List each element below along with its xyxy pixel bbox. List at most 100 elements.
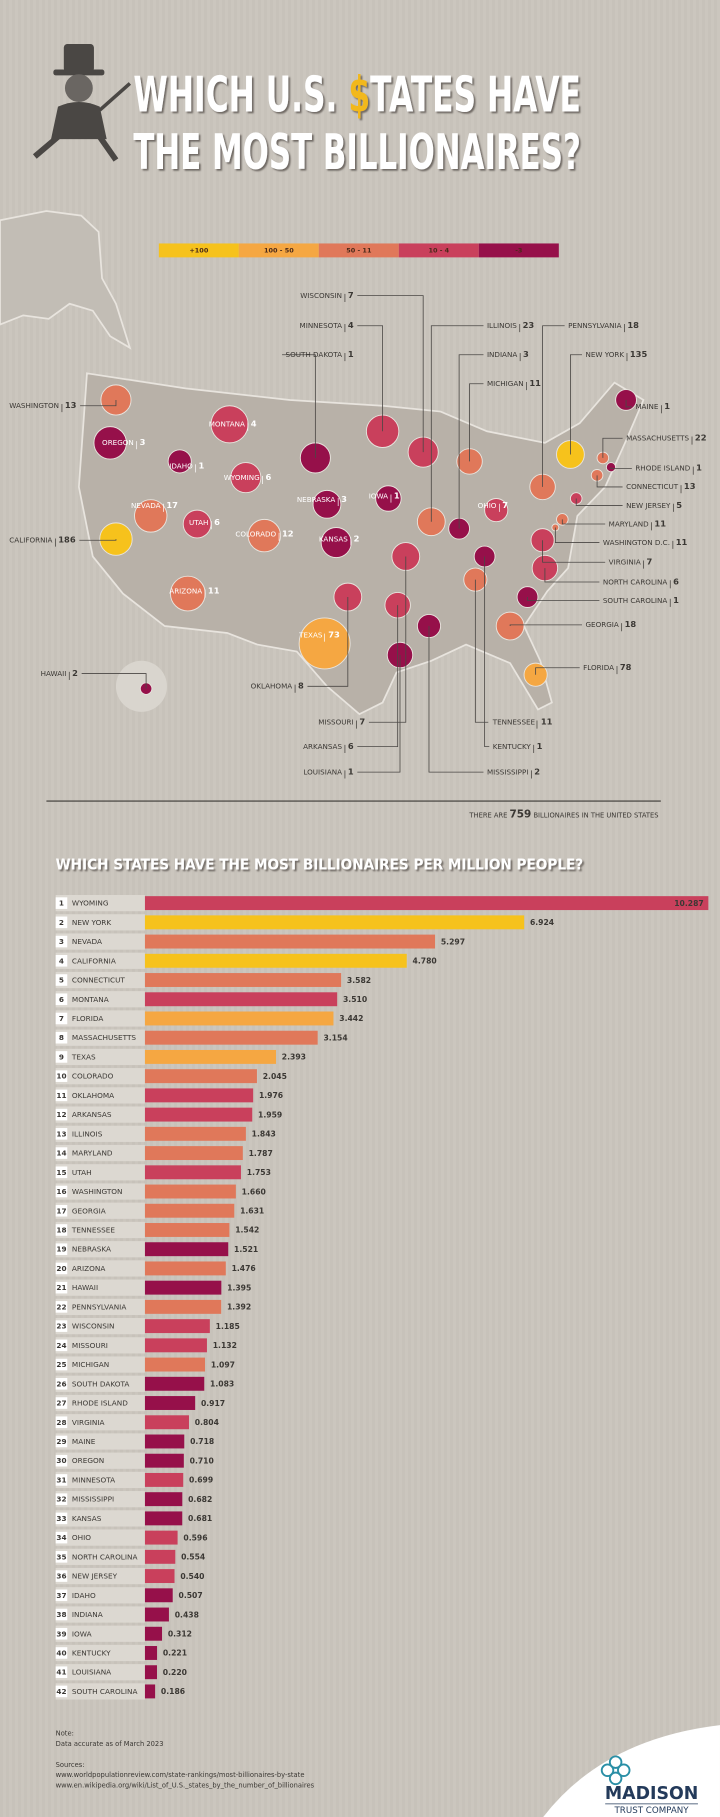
state-shape	[484, 498, 509, 523]
map-label: GEORGIA 18	[585, 619, 636, 629]
value-label: 1.392	[227, 1303, 251, 1312]
bar	[144, 1184, 236, 1199]
rank: 12	[56, 1110, 66, 1119]
rank-box	[55, 1608, 68, 1621]
map-label: MAINE 1	[635, 401, 670, 411]
map-label-count: 11	[208, 586, 220, 596]
legend-swatch	[158, 243, 239, 258]
label-strip	[55, 1433, 145, 1450]
map-label: OHIO 7	[478, 500, 509, 510]
state-shape	[93, 426, 127, 460]
map-label-state: MARYLAND	[609, 519, 649, 528]
label-strip	[55, 1087, 145, 1104]
map-label-count: 1	[673, 595, 679, 605]
leader-line	[368, 556, 407, 723]
leader-line	[535, 667, 580, 675]
label-strip	[55, 914, 145, 931]
map-label-count: 1	[664, 401, 670, 411]
bar	[144, 1242, 229, 1257]
value-label: 1.521	[234, 1245, 258, 1254]
rank-box	[55, 1416, 68, 1429]
rank-box	[55, 1051, 68, 1063]
category-label: IDAHO	[72, 1591, 96, 1600]
rank-box	[55, 1435, 68, 1448]
rank-box	[55, 1551, 68, 1563]
leader-line	[542, 325, 565, 487]
value-label: 1.843	[252, 1130, 276, 1139]
bar	[144, 1338, 207, 1353]
rank: 20	[56, 1264, 66, 1273]
bar	[144, 1472, 184, 1487]
map-label-state: IOWA	[369, 492, 388, 501]
rank-box	[55, 1166, 68, 1179]
rank: 27	[56, 1399, 66, 1408]
leader-line	[307, 597, 349, 687]
map-label-count: 11	[654, 518, 666, 528]
rank-box	[55, 1012, 68, 1025]
category-label: ARKANSAS	[72, 1110, 112, 1119]
logo-icon	[600, 1755, 631, 1786]
bar	[144, 1030, 318, 1045]
category-label: MICHIGAN	[72, 1360, 109, 1369]
map-label: WASHINGTON 13	[9, 400, 76, 410]
category-label: NEVADA	[72, 937, 102, 946]
rank: 21	[56, 1283, 66, 1292]
leader-line	[357, 325, 384, 432]
value-label: 6.924	[530, 918, 554, 927]
leader-line	[80, 399, 117, 407]
bar	[144, 1453, 184, 1468]
value-label: 1.542	[235, 1226, 259, 1235]
leader-line	[357, 655, 401, 773]
category-label: ILLINOIS	[72, 1129, 103, 1138]
leader-line	[357, 295, 424, 453]
value-label: 1.660	[242, 1187, 266, 1196]
rank-box	[55, 935, 68, 948]
category-label: KENTUCKY	[72, 1649, 111, 1658]
category-label: LOUISIANA	[72, 1668, 111, 1677]
bar	[144, 915, 525, 930]
category-label: COLORADO	[72, 1072, 114, 1081]
map-label-state: HAWAII	[41, 669, 67, 678]
map-label-state: INDIANA	[487, 350, 517, 359]
map-label-state: MONTANA	[209, 420, 245, 429]
rank-box	[55, 916, 68, 929]
leader-line	[625, 399, 632, 408]
map-label-count: 23	[523, 320, 535, 330]
label-strip	[55, 1587, 145, 1604]
rank-box	[55, 1666, 68, 1678]
leader-line	[81, 673, 147, 689]
note: Data accurate as of March 2023	[56, 1740, 164, 1748]
label-strip	[55, 1183, 145, 1200]
legend-swatch	[398, 243, 479, 258]
bar	[144, 1319, 210, 1334]
map-label-count: 13	[65, 400, 77, 410]
map-label-count: 11	[541, 717, 553, 727]
value-label: 1.185	[216, 1322, 240, 1331]
value-label: 1.097	[211, 1360, 235, 1369]
bar	[144, 1165, 241, 1180]
rank-box	[55, 1589, 68, 1602]
map-label-state: SOUTH CAROLINA	[603, 596, 668, 605]
map-label-state: NEBRASKA	[297, 495, 336, 504]
label-strip	[55, 933, 145, 950]
value-label: 1.787	[249, 1149, 273, 1158]
category-label: TEXAS	[71, 1052, 96, 1061]
category-label: MINNESOTA	[72, 1475, 115, 1484]
label-strip	[55, 1010, 145, 1027]
map-label: WYOMING 6	[224, 472, 272, 482]
leader-line	[509, 624, 583, 627]
total-count: 759	[510, 808, 532, 820]
value-label: 1.083	[210, 1380, 234, 1389]
map-label-state: GEORGIA	[585, 620, 618, 629]
state-shape	[320, 527, 352, 559]
bar	[144, 1107, 253, 1122]
category-label: MAINE	[72, 1437, 96, 1446]
map-label-count: 7	[348, 290, 354, 300]
map-labels: WISCONSIN 7 MINNESOTA 4 SOUTH DAKOTA 1 ILLINOI…	[9, 290, 707, 779]
rank-box	[55, 1493, 68, 1505]
map-label-count: 78	[620, 662, 632, 672]
map-label-state: FLORIDA	[583, 663, 614, 672]
map-label: FLORIDA 78	[583, 662, 632, 672]
map-label-state: WASHINGTON	[9, 401, 59, 410]
